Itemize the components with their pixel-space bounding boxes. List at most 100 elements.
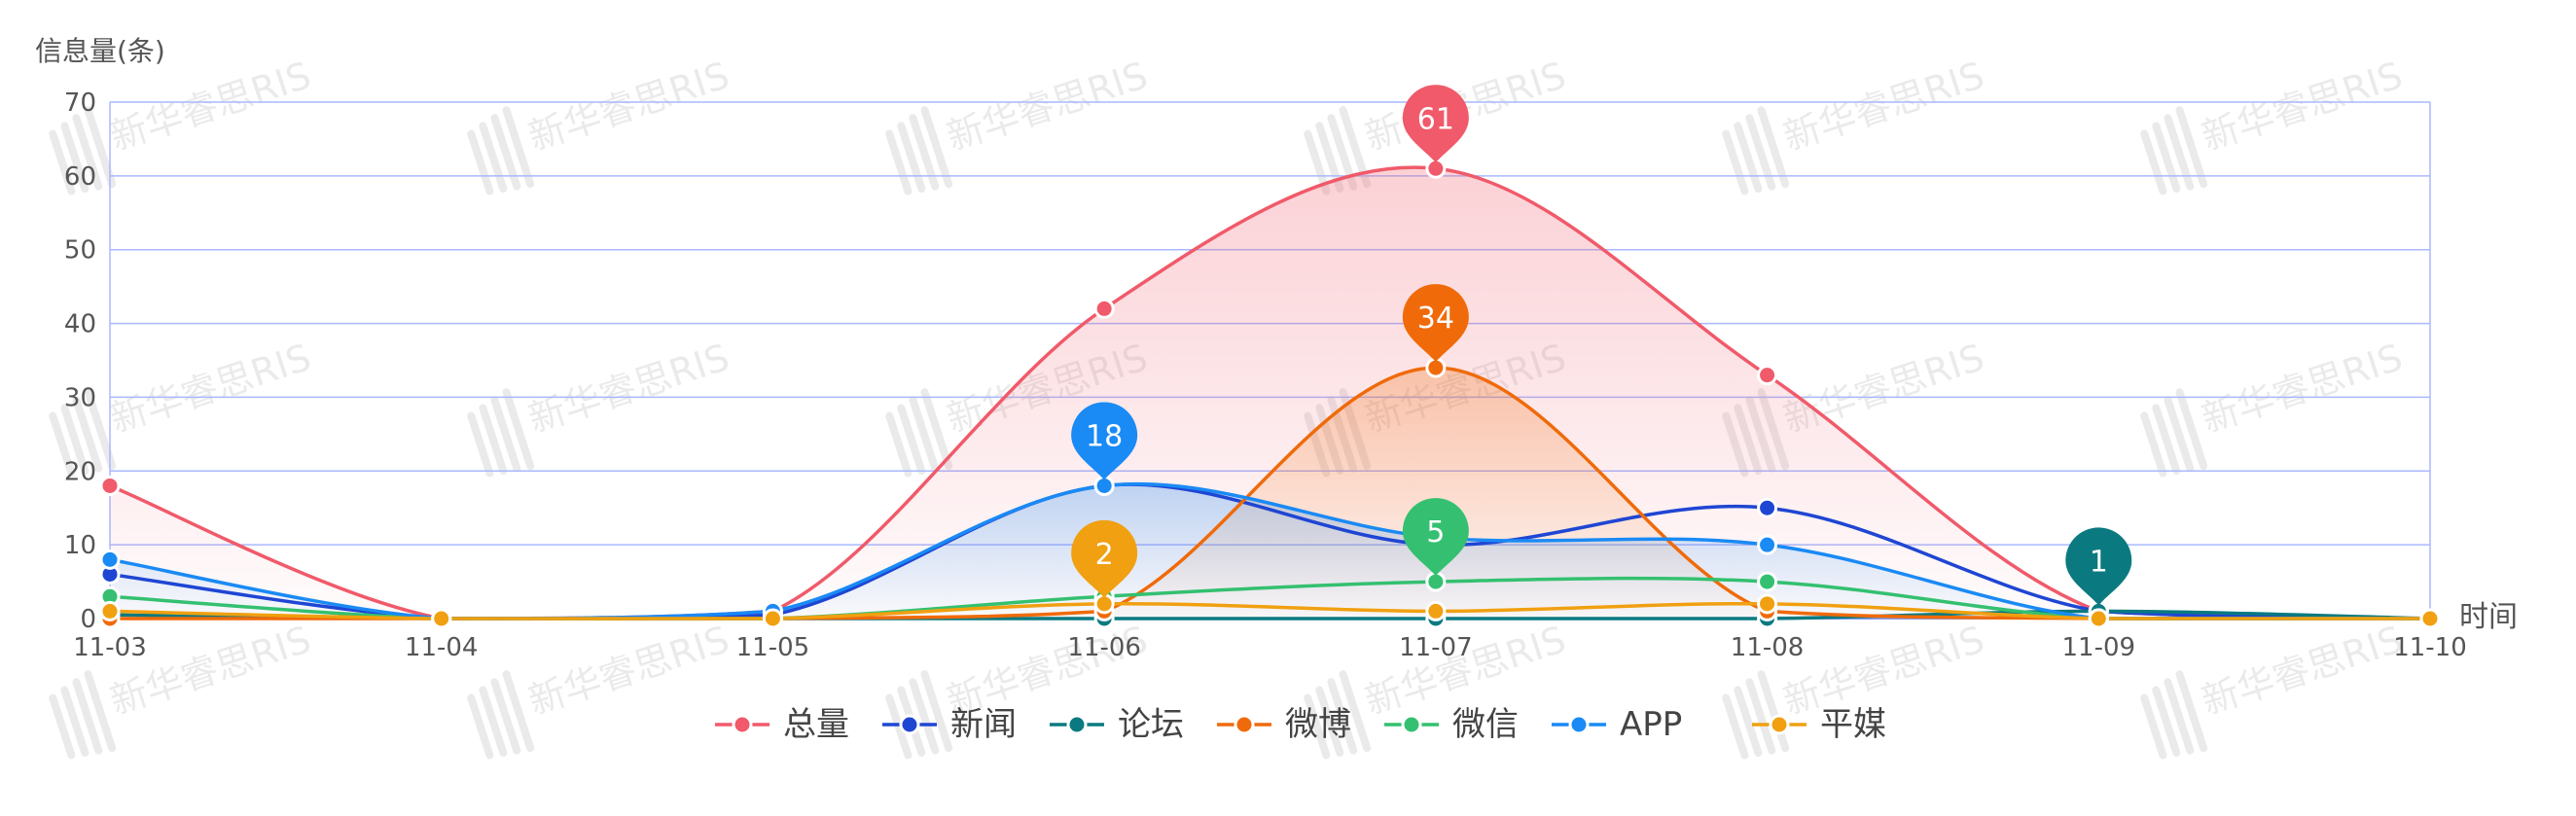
watermark-logo-stroke [2152,686,2181,758]
watermark-logo-stroke [479,686,508,758]
legend-marker [1066,714,1088,735]
point-总量 [1757,365,1778,386]
point-平媒 [1757,593,1778,615]
legend-item-微信: 微信 [1384,705,1519,744]
legend-item-APP: APP [1552,705,1682,744]
watermark-logo-stroke [909,678,940,755]
x-tick-label: 11-05 [736,633,810,662]
legend-marker [732,714,753,735]
series-lines [109,165,2431,621]
watermark-logo-stroke [1734,686,1763,758]
x-tick-label: 11-08 [1731,633,1805,662]
x-tick-label: 11-03 [73,633,147,662]
watermark-logo-stroke [2175,670,2208,753]
watermark-text: 新华睿思RIS [523,618,734,723]
legend-item-微博: 微博 [1217,705,1351,744]
max-label-总量: 61 [1417,102,1454,136]
watermark-logo-stroke [909,114,940,191]
point-APP [99,549,121,570]
point-平媒 [2088,608,2109,629]
watermark-logo-stroke [84,670,117,753]
area-APP [110,483,2430,619]
watermark-logo-stroke [1745,678,1776,755]
watermark-logo-stroke [84,106,117,189]
watermark-logo-stroke [84,388,117,471]
watermark-logo-stroke [920,106,953,189]
watermark-text: 新华睿思RIS [523,53,734,159]
legend: 总量 新闻 论坛 微博 微信 APP 平媒 [715,705,1886,744]
legend-label: 微信 [1452,705,1519,744]
watermark-logo-stroke [72,678,103,755]
watermark-logo-stroke [897,404,926,476]
point-平媒 [431,608,452,629]
watermark: 新华睿思RIS [467,618,734,760]
watermark-logo-stroke [1315,122,1344,194]
y-tick-label: 50 [64,236,96,266]
point-平媒 [1425,600,1447,621]
legend-label: APP [1620,705,1682,744]
x-tick-label: 11-07 [1399,633,1473,662]
watermark-logo-stroke [1734,122,1763,194]
legend-item-总量: 总量 [715,705,849,744]
point-总量 [99,475,121,496]
watermark-logo-stroke [2164,114,2195,191]
watermark-logo-stroke [1339,670,1372,753]
watermark-logo-stroke [885,411,912,478]
watermark-logo-stroke [920,670,953,753]
legend-marker [1568,714,1590,735]
area-总量 [110,167,2430,620]
legend-label: 平媒 [1820,705,1886,744]
legend-label: 论坛 [1118,705,1184,744]
watermark-logo-stroke [490,114,521,191]
watermark: 新华睿思RIS [2140,336,2408,478]
watermark-logo-stroke [479,122,508,194]
watermark-logo-stroke [60,686,89,758]
watermark-logo-stroke [1304,129,1331,195]
point-平媒 [2419,608,2441,629]
watermark: 新华睿思RIS [467,336,734,478]
watermark-text: 新华睿思RIS [105,336,316,441]
watermark-logo-stroke [885,129,912,195]
x-tick-label: 11-04 [405,633,479,662]
watermark: 新华睿思RIS [1722,53,1989,195]
legend-marker [899,714,920,735]
legend-label: 新闻 [950,705,1017,744]
watermark: 新华睿思RIS [2140,618,2408,760]
watermark-logo-stroke [1327,114,1358,191]
watermark-logo-stroke [490,396,521,473]
watermark-logo-stroke [2175,106,2208,189]
point-平媒 [762,608,783,629]
watermark-logo-stroke [1757,106,1790,189]
watermark-logo-stroke [897,122,926,194]
point-新闻 [1757,497,1778,518]
watermark-logo-stroke [72,396,103,473]
area-微博 [110,368,2430,619]
point-总量 [1093,298,1115,319]
x-tick-label: 11-10 [2393,633,2467,662]
watermark-text: 新华睿思RIS [105,53,316,159]
point-微信 [1757,571,1778,592]
watermark-logo-stroke [1722,693,1749,760]
watermark-logo-stroke [1722,129,1749,195]
watermark-logo-stroke [467,129,494,195]
watermark-logo-stroke [1745,114,1776,191]
y-tick-label: 40 [64,310,96,339]
y-axis-title: 信息量(条) [35,35,165,67]
area-fills [110,167,2430,620]
watermark-logo-stroke [467,411,494,478]
watermark-logo-stroke [2140,693,2167,760]
line-平媒 [109,601,2430,621]
watermark-text: 新华睿思RIS [2197,618,2408,723]
data-points [99,158,2441,629]
watermark-logo-stroke [49,411,76,478]
watermark-logo-stroke [2152,404,2181,476]
watermark-logo-stroke [1304,693,1331,760]
max-pin-论坛 [2065,527,2132,606]
watermark-logo-stroke [49,129,76,195]
watermark: 新华睿思RIS [885,53,1153,195]
x-tick-label: 11-09 [2062,633,2136,662]
point-平媒 [99,600,121,621]
legend-item-论坛: 论坛 [1050,705,1184,744]
max-pin-微博 [1402,284,1469,363]
max-pin-APP [1071,402,1138,480]
